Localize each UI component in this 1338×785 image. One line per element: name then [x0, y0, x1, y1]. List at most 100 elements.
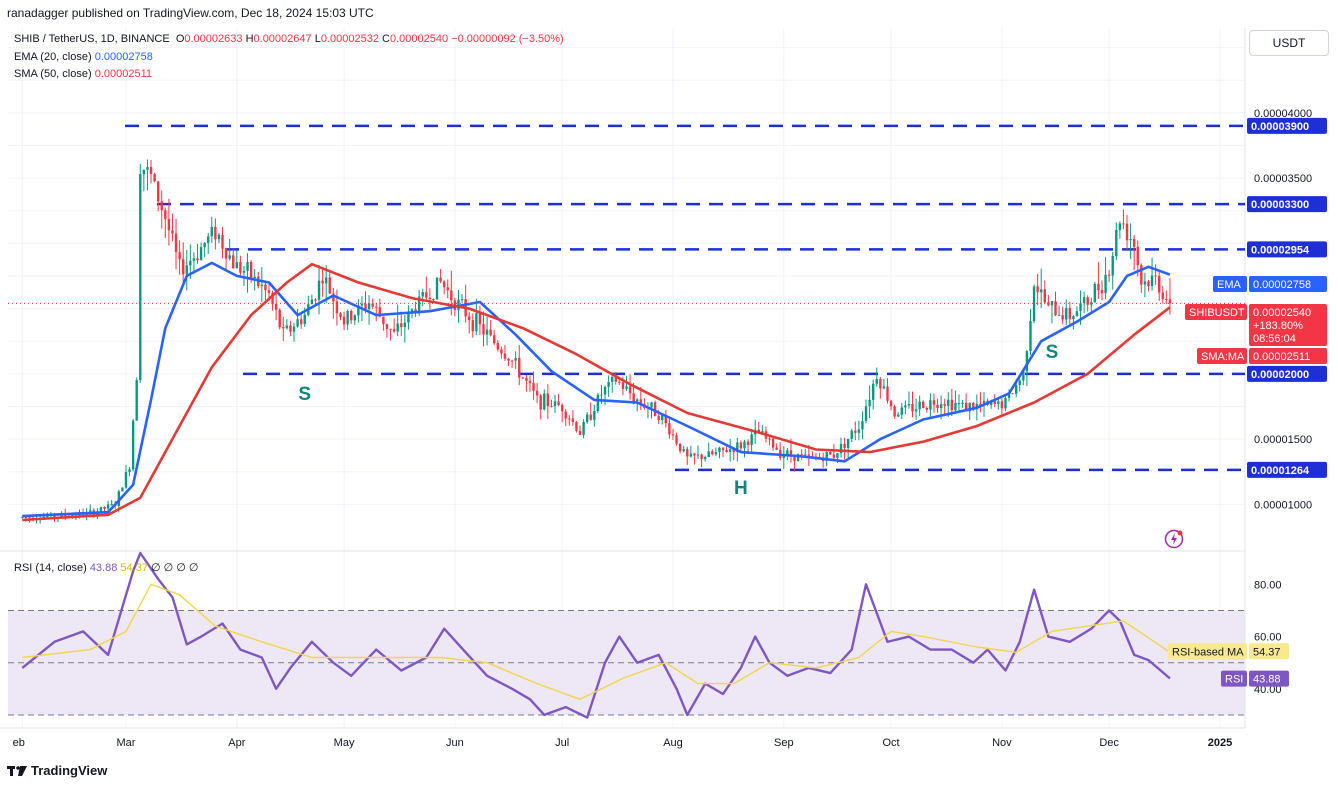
candle-body: [403, 322, 407, 328]
candle-body: [721, 447, 725, 451]
candle-body: [296, 319, 299, 327]
candle-body: [535, 390, 539, 396]
candle-body: [922, 401, 925, 409]
rsi-legend[interactable]: RSI (14, close) 43.88 54.37 ∅ ∅ ∅ ∅: [14, 561, 199, 574]
lightning-icon[interactable]: [1164, 529, 1184, 549]
candle-body: [950, 399, 954, 411]
candle-body: [703, 457, 707, 460]
candle-body: [539, 395, 542, 410]
candle-body: [568, 418, 571, 420]
candle-body: [196, 258, 199, 261]
candle-body: [335, 301, 339, 314]
candle-body: [1004, 397, 1007, 409]
candle-body: [786, 450, 789, 455]
currency-button[interactable]: USDT: [1249, 30, 1329, 56]
candle-body: [1118, 223, 1122, 230]
candle-body: [446, 287, 449, 291]
last-tag-label: SHIBUSDT: [1189, 307, 1245, 319]
candle-body: [854, 430, 857, 433]
candle-body: [24, 516, 28, 518]
rsi-ma-tag-label-box: [1168, 643, 1247, 660]
candle-body: [693, 453, 696, 456]
open-value: 0.00002633: [184, 33, 243, 45]
candle-body: [221, 234, 224, 249]
candle-body: [739, 442, 743, 449]
candle-body: [621, 382, 625, 389]
candle-body: [103, 506, 106, 509]
candle-body: [560, 405, 564, 412]
symbol-name[interactable]: SHIB / TetherUS, 1D, BINANCE: [14, 33, 170, 45]
candle-body: [796, 454, 800, 462]
candle-body: [167, 219, 171, 231]
candle-body: [510, 360, 514, 362]
candle-body: [600, 394, 603, 396]
candle-body: [210, 226, 213, 237]
open-label: O: [175, 33, 185, 45]
candle-body: [503, 353, 507, 359]
candle-body: [625, 386, 628, 389]
candle-body: [228, 255, 231, 259]
candle-body: [607, 381, 610, 387]
candle-body: [432, 298, 435, 300]
candle-body: [1100, 290, 1104, 294]
rsi-label[interactable]: RSI (14, close): [14, 562, 87, 574]
level-tag-0.00003300-box: [1247, 196, 1327, 213]
candle-body: [925, 408, 929, 410]
candle-body: [789, 450, 793, 456]
ema-label[interactable]: EMA (20, close): [14, 51, 92, 63]
candle-body: [768, 438, 771, 440]
candle-body: [514, 358, 517, 361]
candle-body: [1014, 384, 1018, 394]
candle-body: [911, 403, 914, 412]
candle-body: [900, 407, 903, 415]
candle-body: [410, 309, 414, 313]
sma-label[interactable]: SMA (50, close): [14, 68, 92, 80]
rsi-legend-value: 43.88: [89, 562, 118, 574]
candle-body: [843, 443, 846, 449]
horizontal-levels: [125, 124, 1245, 472]
candle-body: [346, 310, 349, 325]
candle-body: [121, 487, 124, 492]
candle-body: [553, 401, 557, 407]
candle-body: [131, 420, 135, 470]
candle-body: [875, 379, 878, 384]
candle-body: [139, 174, 142, 381]
candle-body: [736, 442, 739, 453]
candle-body: [1043, 289, 1046, 303]
publisher-text: ranadagger published on TradingView.com,…: [7, 6, 374, 20]
candle-body: [285, 325, 289, 329]
ema-legend[interactable]: EMA (20, close) 0.00002758: [14, 51, 153, 63]
candle-body: [1025, 351, 1029, 372]
candle-body: [943, 404, 946, 406]
candle-body: [757, 429, 760, 433]
last-tag-line: 08:56:04: [1253, 333, 1296, 345]
candle-body: [1165, 298, 1168, 300]
rsi-tag-label: RSI: [1225, 674, 1243, 686]
candle-body: [743, 441, 746, 449]
symbol-legend[interactable]: SHIB / TetherUS, 1D, BINANCE O0.00002633…: [14, 33, 564, 45]
candle-body: [585, 414, 589, 422]
candle-body: [482, 324, 485, 335]
candle-body: [732, 449, 735, 453]
high-value: 0.00002647: [253, 33, 312, 45]
candle-body: [253, 276, 256, 279]
candle-body: [1122, 223, 1125, 225]
candle-body: [317, 280, 321, 300]
candle-body: [224, 248, 228, 259]
candle-body: [357, 305, 360, 316]
candle-body: [993, 401, 996, 404]
candle-body: [339, 313, 342, 317]
candle-body: [657, 416, 660, 421]
tradingview-footer[interactable]: TradingView: [7, 763, 107, 778]
time-axis[interactable]: eb Mar Apr May Jun Jul Aug Sep Oct Nov Dec 2025: [13, 737, 1233, 749]
candle-body: [825, 452, 828, 461]
candle-body: [439, 277, 442, 282]
ema-line: [22, 261, 1171, 518]
candle-body: [1143, 281, 1147, 285]
candle-body: [1000, 401, 1004, 409]
time-tick-label: Dec: [1099, 737, 1119, 749]
candle-body: [475, 313, 478, 332]
candle-body: [575, 421, 578, 431]
tradingview-logo-icon: [7, 766, 27, 777]
sma-legend[interactable]: SMA (50, close) 0.00002511: [14, 68, 152, 80]
